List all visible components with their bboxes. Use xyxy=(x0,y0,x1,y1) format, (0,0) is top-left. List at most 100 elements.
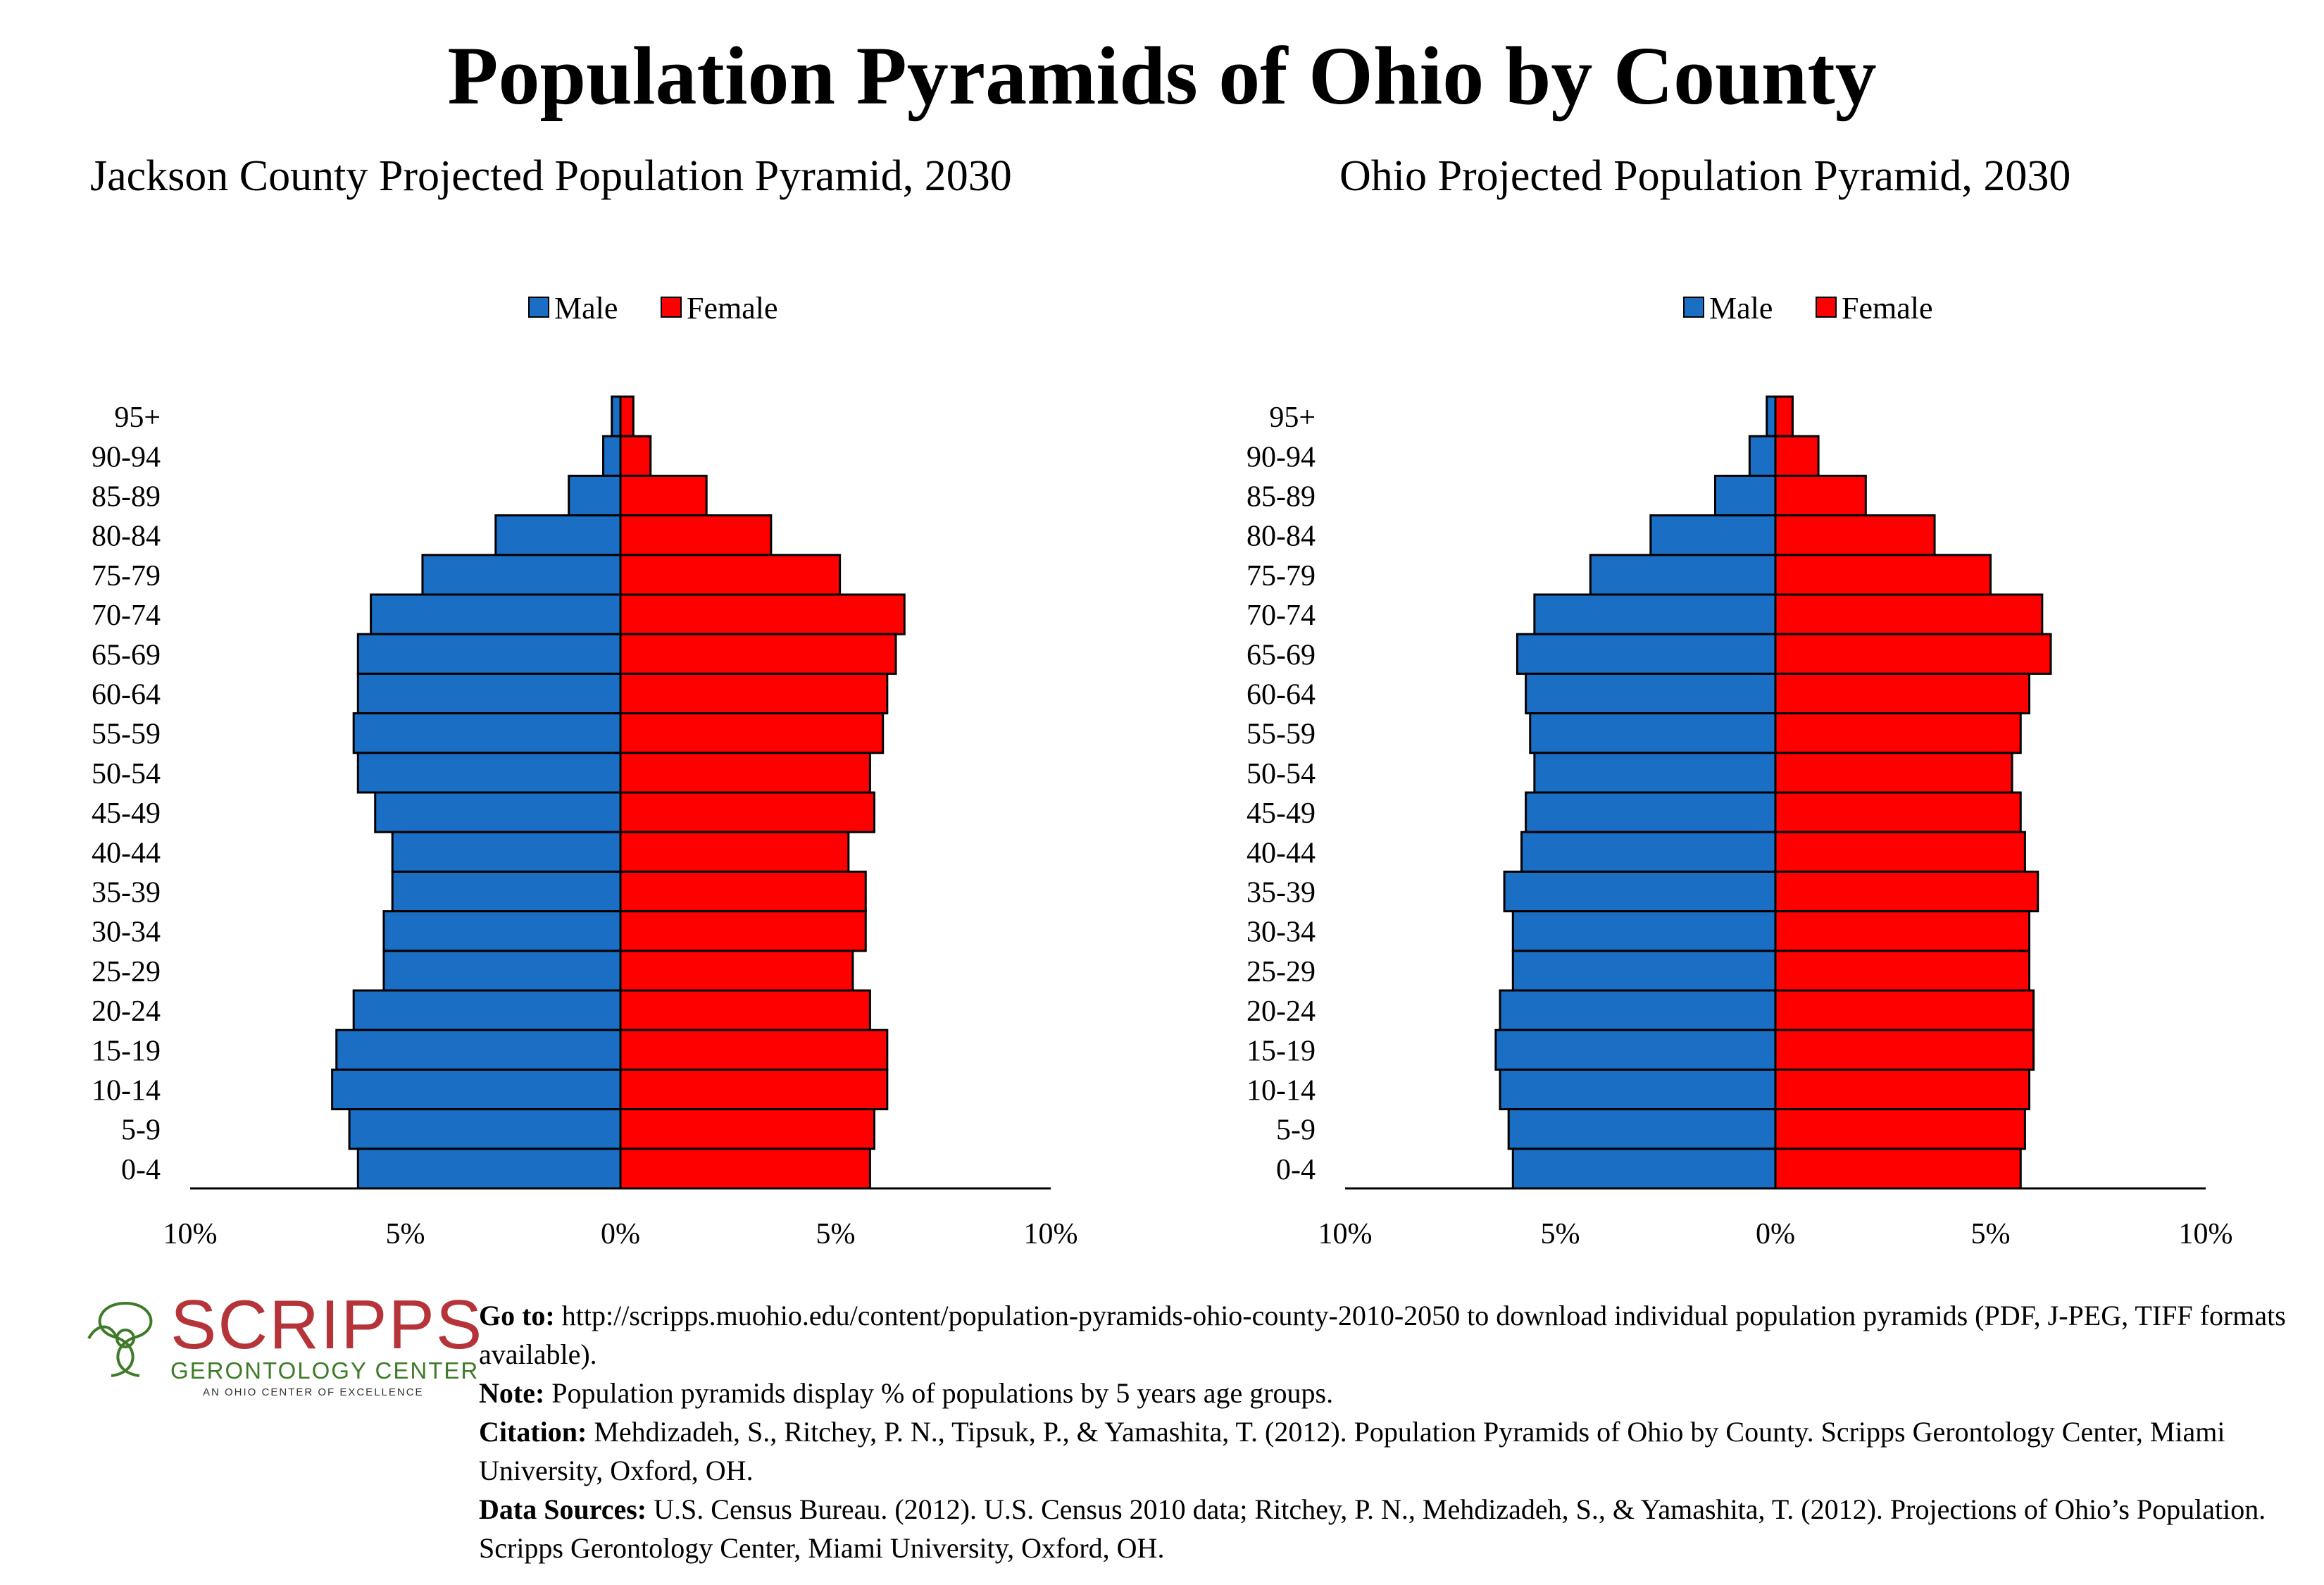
age-label: 40-44 xyxy=(1247,837,1316,869)
age-label: 55-59 xyxy=(92,719,161,751)
male-bar-65-69 xyxy=(1516,633,1777,675)
male-bar-45-49 xyxy=(374,791,622,833)
male-bar-5-9 xyxy=(348,1108,622,1150)
female-bar-50-54 xyxy=(1774,752,2013,794)
pyramid-chart-jackson: 95+ 90-94 85-89 80-84 75-79 70-74 65-69 60-64 55… xyxy=(92,291,1078,1250)
pyramid-chart-ohio: 95+ 90-94 85-89 80-84 75-79 70-74 65-69 60-64 55… xyxy=(1247,291,2233,1250)
male-bar-95+ xyxy=(1766,395,1777,437)
chart-title-jackson: Jackson County Projected Population Pyra… xyxy=(90,152,1012,200)
legend-label-male: Male xyxy=(1709,291,1773,325)
male-bar-30-34 xyxy=(382,910,622,952)
age-label: 90-94 xyxy=(92,441,161,473)
x-tick-label: 10% xyxy=(2179,1218,2233,1250)
female-bar-60-64 xyxy=(619,672,889,715)
male-bar-40-44 xyxy=(1520,831,1777,873)
female-bar-70-74 xyxy=(1774,593,2044,635)
x-tick-label: 10% xyxy=(163,1218,218,1250)
male-bar-60-64 xyxy=(356,672,622,715)
female-bar-75-79 xyxy=(619,554,842,596)
male-bar-35-39 xyxy=(391,870,622,913)
female-bar-40-44 xyxy=(1774,831,2026,873)
x-tick-label: 0% xyxy=(1756,1218,1795,1250)
female-bar-5-9 xyxy=(619,1108,875,1150)
female-bar-0-4 xyxy=(619,1148,871,1190)
pyramid-bars xyxy=(1494,395,2052,1190)
age-label: 90-94 xyxy=(1247,441,1316,473)
male-bar-95+ xyxy=(611,395,622,437)
male-bar-25-29 xyxy=(1511,950,1777,992)
note-label: Note: xyxy=(479,1377,545,1409)
age-label: 0-4 xyxy=(1276,1154,1316,1186)
female-bar-50-54 xyxy=(619,752,871,794)
male-bar-80-84 xyxy=(494,514,622,557)
male-bar-50-54 xyxy=(1533,752,1777,794)
female-bar-30-34 xyxy=(619,910,867,952)
female-bar-25-29 xyxy=(619,950,854,992)
age-label: 35-39 xyxy=(92,877,161,909)
female-bar-30-34 xyxy=(1774,910,2030,952)
footer-note: Note: Population pyramids display % of p… xyxy=(479,1374,2310,1412)
x-tick-label: 5% xyxy=(1971,1218,2011,1250)
footer-sources: Data Sources: U.S. Census Bureau. (2012)… xyxy=(479,1490,2310,1567)
age-label: 5-9 xyxy=(1276,1114,1316,1147)
logo-wordmark: SCRIPPS xyxy=(170,1286,484,1363)
female-bar-15-19 xyxy=(619,1028,889,1071)
female-bar-65-69 xyxy=(619,633,897,675)
male-bar-45-49 xyxy=(1525,791,1777,833)
sources-label: Data Sources: xyxy=(479,1493,647,1525)
age-label: 80-84 xyxy=(92,521,161,553)
male-bar-10-14 xyxy=(331,1068,622,1111)
x-tick-label: 10% xyxy=(1318,1218,1373,1250)
age-label: 20-24 xyxy=(1247,995,1316,1028)
legend-swatch-female xyxy=(661,297,682,318)
age-label: 15-19 xyxy=(92,1035,161,1067)
age-label: 10-14 xyxy=(92,1075,161,1107)
female-bar-85-89 xyxy=(1774,474,1867,517)
logo-tagline: AN OHIO CENTER OF EXCELLENCE xyxy=(203,1386,424,1398)
legend-label-female: Female xyxy=(687,291,778,325)
male-bar-40-44 xyxy=(391,831,622,873)
female-bar-55-59 xyxy=(1774,712,2022,754)
male-bar-25-29 xyxy=(382,950,622,992)
female-bar-45-49 xyxy=(619,791,875,833)
female-bar-5-9 xyxy=(1774,1108,2026,1150)
age-label: 35-39 xyxy=(1247,877,1316,909)
age-label: 0-4 xyxy=(121,1154,161,1186)
logo-subtitle: GERONTOLOGY CENTER xyxy=(170,1357,480,1384)
female-bar-85-89 xyxy=(619,474,708,517)
age-label: 95+ xyxy=(1269,402,1316,434)
male-bar-10-14 xyxy=(1499,1068,1777,1111)
legend-label-female: Female xyxy=(1842,291,1933,325)
male-bar-75-79 xyxy=(1589,554,1777,596)
female-bar-90-94 xyxy=(619,435,652,477)
age-label: 75-79 xyxy=(92,560,161,592)
logo-swirl-icon xyxy=(87,1302,153,1377)
age-label: 10-14 xyxy=(1247,1075,1316,1107)
sources-text: U.S. Census Bureau. (2012). U.S. Census … xyxy=(479,1493,2266,1564)
age-label: 70-74 xyxy=(1247,599,1316,632)
legend-swatch-male xyxy=(528,297,549,318)
age-label: 60-64 xyxy=(92,679,161,711)
age-label: 20-24 xyxy=(92,995,161,1028)
female-bar-20-24 xyxy=(1774,989,2035,1031)
citation-label: Citation: xyxy=(479,1416,587,1448)
age-label: 25-29 xyxy=(1247,956,1316,988)
age-label: 80-84 xyxy=(1247,521,1316,553)
age-label: 30-34 xyxy=(1247,916,1316,949)
male-bar-5-9 xyxy=(1507,1108,1777,1150)
age-label: 15-19 xyxy=(1247,1035,1316,1067)
female-bar-25-29 xyxy=(1774,950,2030,992)
female-bar-70-74 xyxy=(619,593,906,635)
male-bar-90-94 xyxy=(1748,435,1777,477)
footer-citation: Citation: Mehdizadeh, S., Ritchey, P. N.… xyxy=(479,1412,2310,1490)
male-bar-0-4 xyxy=(1511,1148,1777,1190)
citation-text: Mehdizadeh, S., Ritchey, P. N., Tipsuk, … xyxy=(479,1416,2225,1486)
male-bar-70-74 xyxy=(1533,593,1777,635)
page-title: Population Pyramids of Ohio by County xyxy=(447,30,1877,122)
female-bar-55-59 xyxy=(619,712,885,754)
female-bar-35-39 xyxy=(1774,870,2039,913)
x-tick-label: 0% xyxy=(601,1218,640,1250)
female-bar-10-14 xyxy=(619,1068,889,1111)
male-bar-85-89 xyxy=(568,474,622,517)
female-bar-10-14 xyxy=(1774,1068,2030,1111)
